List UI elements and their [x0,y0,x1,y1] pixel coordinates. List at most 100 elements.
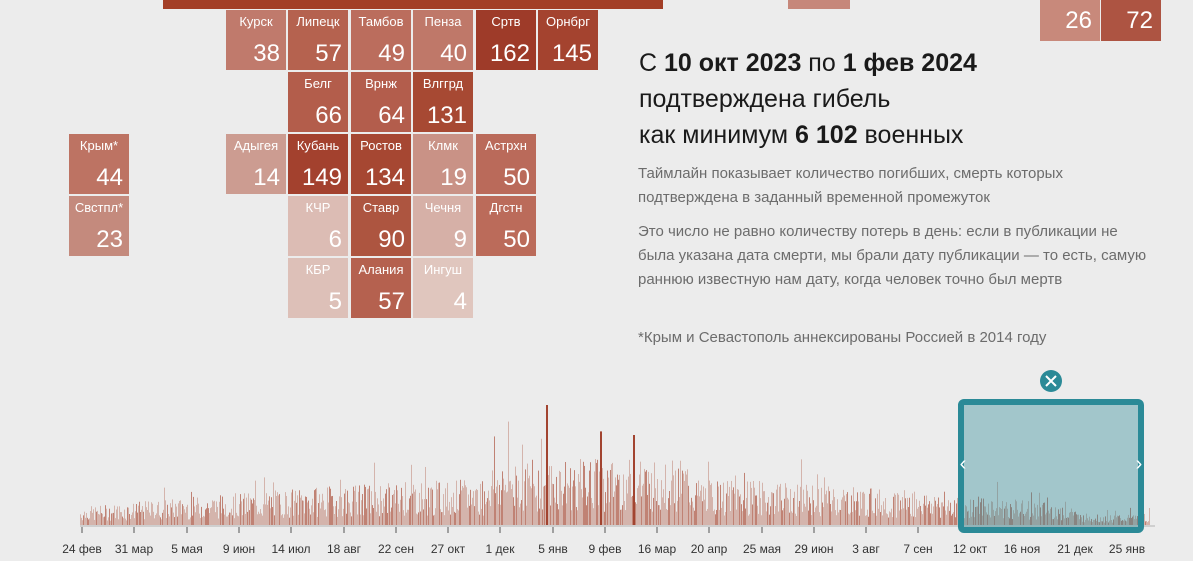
timeline-bar [271,497,272,525]
timeline-bar [119,506,120,525]
tile-stavropol[interactable]: Ставр 90 [351,196,411,256]
timeline-bar [1127,517,1128,525]
timeline-chart[interactable]: 24 фев 31 мар 5 мая 9 июн 14 июл 18 авг 22 сен… [0,360,1193,561]
timeline-bar [456,480,457,525]
timeline-bar [391,507,392,525]
tile-tambov[interactable]: Тамбов 49 [351,10,411,70]
tile-kbr[interactable]: КБР 5 [288,258,348,318]
timeline-bar [946,514,947,525]
tile-voronezh[interactable]: Врнж 64 [351,72,411,132]
timeline-bar [387,512,388,525]
timeline-bar [392,495,393,525]
timeline-bar [233,496,234,525]
timeline-bar [927,507,928,525]
timeline-bar [824,477,825,525]
timeline-bar [443,494,444,525]
timeline-bar [84,511,85,525]
tile-astrakhan[interactable]: Астрхн 50 [476,134,536,194]
timeline-bar [257,514,258,525]
selection-left-handle-icon[interactable]: ‹ [960,453,967,475]
timeline-bar [262,515,263,525]
timeline-bar [720,484,721,525]
timeline-bar [603,478,604,525]
timeline-bar [664,502,665,525]
selection-right-handle-icon[interactable]: › [1136,453,1143,475]
timeline-bar [615,477,616,525]
tile-chechnya[interactable]: Чечня 9 [413,196,473,256]
timeline-bar [532,459,533,525]
timeline-bar [819,512,820,525]
tick-label: 18 авг [327,542,362,556]
tile-penza[interactable]: Пенза 40 [413,10,473,70]
tile-kchr[interactable]: КЧР 6 [288,196,348,256]
tile-value: 50 [503,226,530,253]
timeline-bar [328,502,329,525]
timeline-bar [876,515,877,525]
timeline-bar [302,500,303,525]
tile-dagestan[interactable]: Дгстн 50 [476,196,536,256]
tile-lipetsk[interactable]: Липецк 57 [288,10,348,70]
tile-kursk[interactable]: Курск 38 [226,10,286,70]
timeline-bar [710,484,711,525]
timeline-bar [947,506,948,525]
timeline-bar [338,509,339,525]
timeline-bar [1102,521,1103,525]
tile-name: КБР [305,262,331,277]
timeline-bar [949,510,950,525]
timeline-bar [1118,516,1119,525]
tile-orenburg[interactable]: Орнбрг 145 [538,10,598,70]
timeline-bar [144,519,145,525]
timeline-bar [136,504,137,525]
tick-label: 24 фев [62,542,102,556]
timeline-bar [890,512,891,525]
timeline-bar [509,481,510,525]
tile-crimea[interactable]: Крым* 44 [69,134,129,194]
corner-value-left: 26 [1040,0,1100,41]
timeline-bar [1103,517,1104,525]
timeline-bar [977,506,978,525]
tile-adygea[interactable]: Адыгея 14 [226,134,286,194]
timeline-bar [833,489,834,525]
timeline-bar [791,511,792,525]
tick-label: 3 авг [852,542,880,556]
timeline-bar [1126,521,1127,525]
timeline-bar [139,501,140,525]
timeline-bar [966,506,967,525]
tile-name: Орнбрг [546,14,590,29]
timeline-bar [930,513,931,525]
timeline-bar [1091,518,1092,525]
timeline-bar [202,517,203,525]
tile-rostov[interactable]: Ростов 134 [351,134,411,194]
tile-sevastopol[interactable]: Свстпл* 23 [69,196,129,256]
timeline-bar [278,495,279,525]
timeline-bar [305,496,306,525]
tile-value: 57 [378,288,405,315]
selection-window[interactable] [958,399,1144,533]
timeline-bar [1137,516,1138,525]
timeline-bar [191,491,192,525]
timeline-bar [201,506,202,525]
timeline-bar [108,517,109,525]
timeline-bar [834,497,835,525]
tick-label: 29 июн [794,542,833,556]
timeline-bar [785,483,786,525]
timeline-bar [1067,517,1068,525]
timeline-bar [892,517,893,525]
tile-volgograd[interactable]: Влггрд 131 [413,72,473,132]
timeline-bar [559,470,560,525]
tile-saratov[interactable]: Сртв 162 [476,10,536,70]
timeline-bar [395,503,396,525]
timeline-bar [919,500,920,525]
tile-kalmykia[interactable]: Клмк 19 [413,134,473,194]
tile-alania[interactable]: Алания 57 [351,258,411,318]
tick-label: 9 фев [589,542,622,556]
tile-belgorod[interactable]: Белг 66 [288,72,348,132]
timeline-bar [269,496,270,525]
timeline-bar [500,504,501,525]
tile-ingush[interactable]: Ингуш 4 [413,258,473,318]
close-icon[interactable] [1045,375,1057,387]
timeline-bar [345,488,346,525]
tile-kuban[interactable]: Кубань 149 [288,134,348,194]
timeline-bar [1149,508,1150,525]
timeline-bar [697,495,698,525]
